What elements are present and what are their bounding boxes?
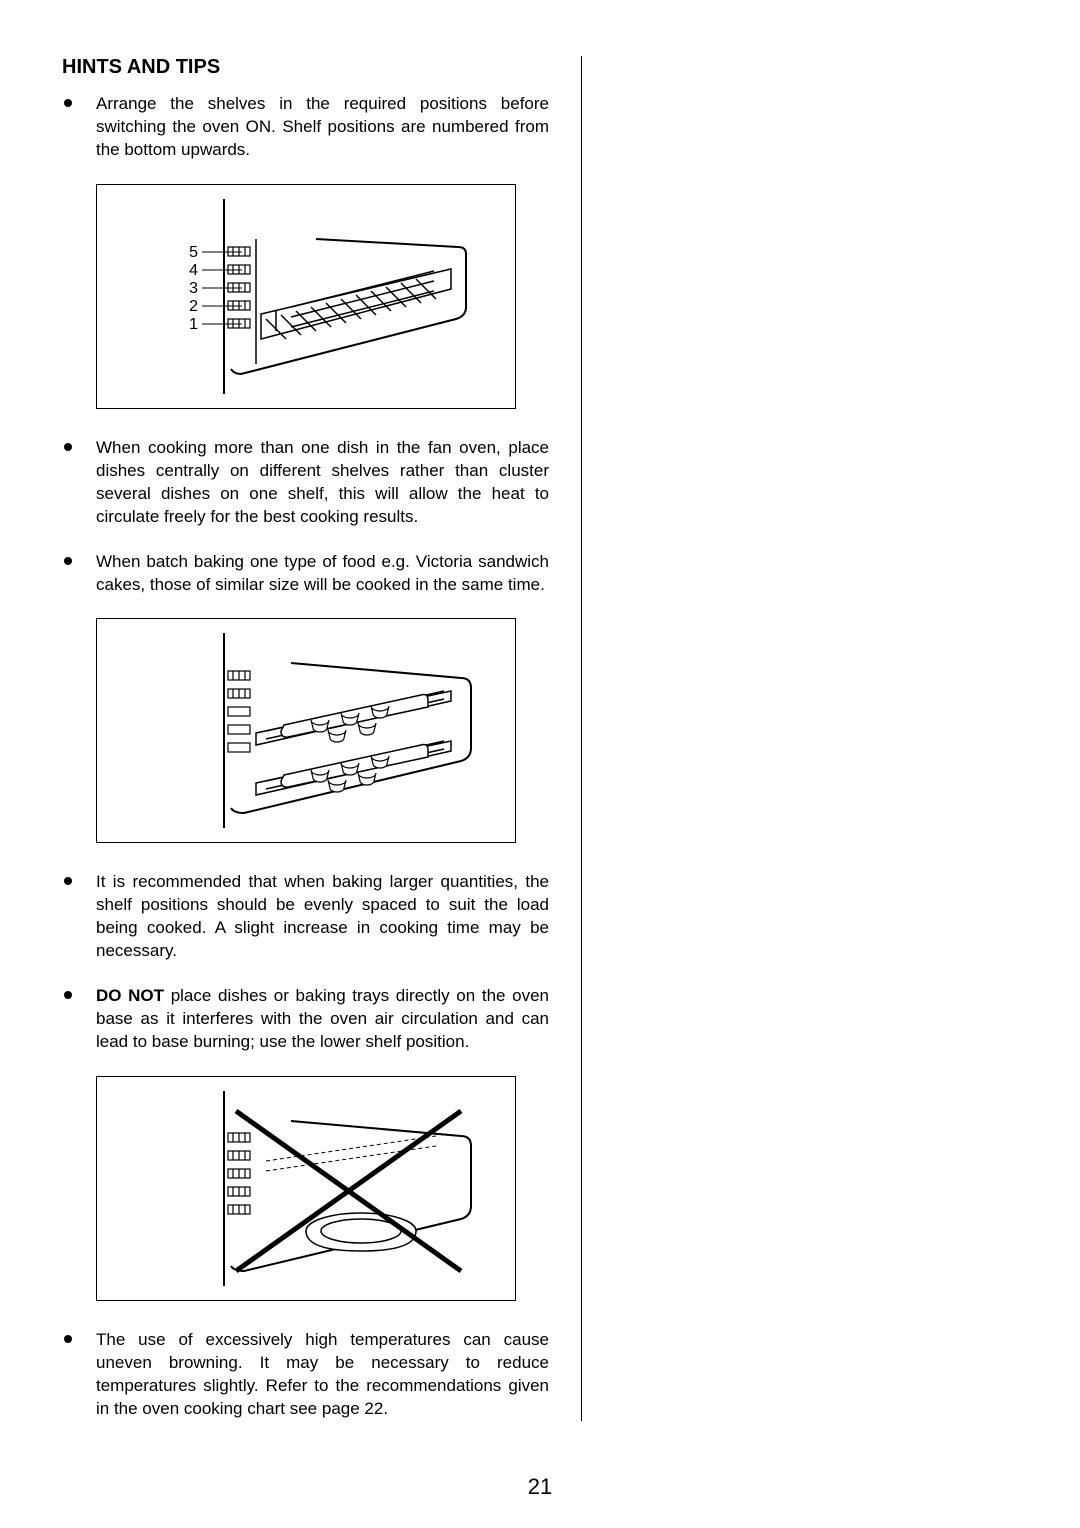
bullet-text: The use of excessively high temperatures…	[96, 1329, 549, 1421]
svg-text:3: 3	[189, 280, 198, 297]
bullet-item: The use of excessively high temperatures…	[62, 1329, 549, 1421]
section-heading: HINTS AND TIPS	[62, 56, 549, 79]
bullet-text-rest: place dishes or baking trays directly on…	[96, 986, 549, 1051]
bullet-dot-icon	[64, 877, 72, 885]
svg-text:2: 2	[189, 298, 198, 315]
bullet-text: Arrange the shelves in the required posi…	[96, 93, 549, 162]
bullet-item: When batch baking one type of food e.g. …	[62, 551, 549, 597]
bullet-item: It is recommended that when baking large…	[62, 871, 549, 963]
bullet-dot-icon	[64, 443, 72, 451]
svg-text:1: 1	[189, 316, 198, 333]
bullet-dot-icon	[64, 991, 72, 999]
figure-shelf-numbering: 5 4 3 2 1	[96, 184, 516, 409]
oven-shelves-icon: 5 4 3 2 1	[116, 199, 496, 394]
bullet-item: DO NOT place dishes or baking trays dire…	[62, 985, 549, 1054]
bullet-dot-icon	[64, 99, 72, 107]
page-number: 21	[0, 1474, 1080, 1500]
bullet-text: When cooking more than one dish in the f…	[96, 437, 549, 529]
figure-do-not-base	[96, 1076, 516, 1301]
svg-text:4: 4	[189, 262, 198, 279]
figure-batch-baking	[96, 618, 516, 843]
bullet-dot-icon	[64, 1335, 72, 1343]
bullet-item: Arrange the shelves in the required posi…	[62, 93, 549, 162]
oven-cupcakes-icon	[116, 633, 496, 828]
bullet-text: When batch baking one type of food e.g. …	[96, 551, 549, 597]
oven-donot-icon	[116, 1091, 496, 1286]
svg-text:5: 5	[189, 244, 198, 261]
content-column: HINTS AND TIPS Arrange the shelves in th…	[62, 56, 582, 1421]
emphasis: DO NOT	[96, 986, 164, 1005]
bullet-text: It is recommended that when baking large…	[96, 871, 549, 963]
bullet-text: DO NOT place dishes or baking trays dire…	[96, 985, 549, 1054]
bullet-item: When cooking more than one dish in the f…	[62, 437, 549, 529]
bullet-dot-icon	[64, 557, 72, 565]
